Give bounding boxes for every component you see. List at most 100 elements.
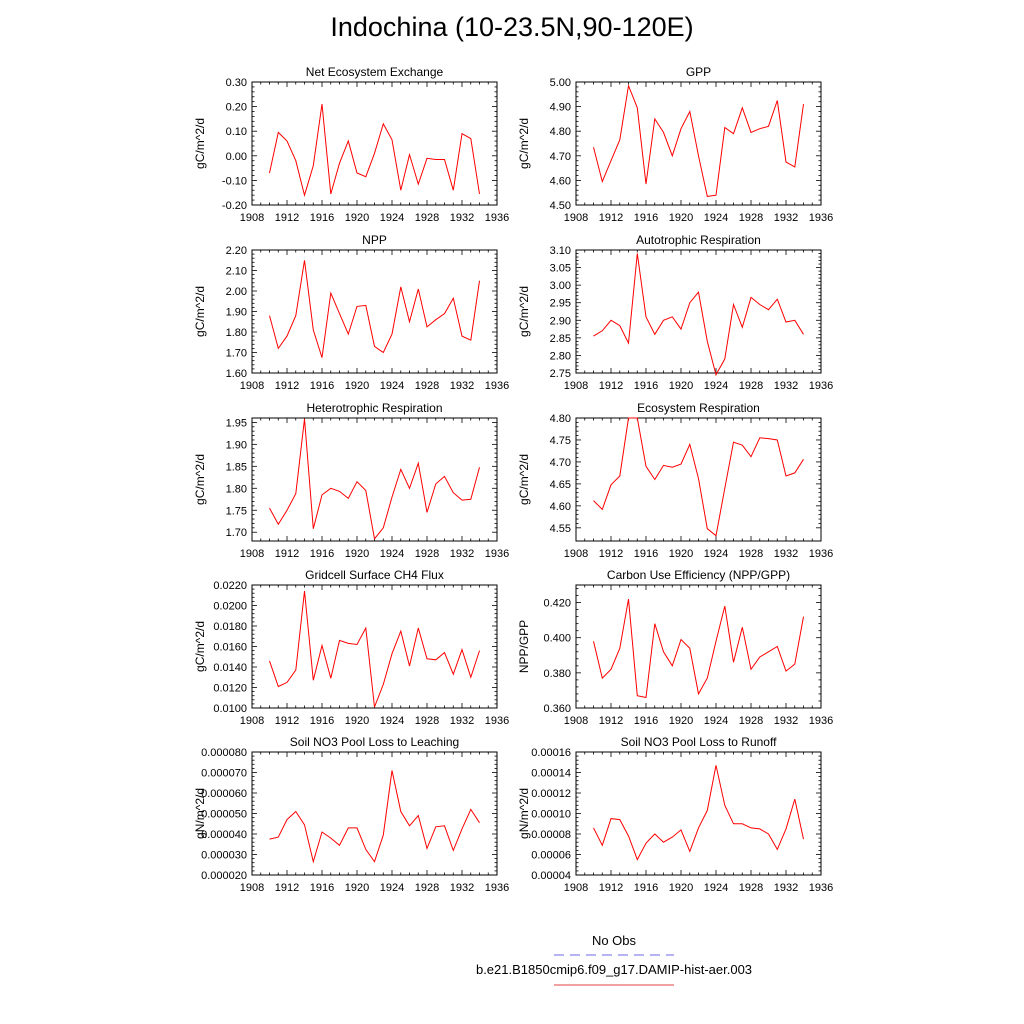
panel-carbon-use-efficiency-npp-gpp-ytick-label: 0.380	[543, 668, 571, 680]
panel-gridcell-surface-ch4-flux-frame	[251, 584, 498, 709]
panel-net-ecosystem-exchange-xtick-label: 1924	[380, 212, 404, 224]
panel-heterotrophic-respiration-ytick-label: 1.85	[226, 461, 247, 473]
panel-soil-no3-pool-loss-to-runoff-ytick-label: 0.00012	[531, 788, 571, 800]
panel-carbon-use-efficiency-npp-gpp-xtick-label: 1928	[739, 715, 763, 727]
panel-npp-xtick-label: 1928	[415, 380, 439, 392]
panel-net-ecosystem-exchange-ytick-label: -0.20	[222, 200, 247, 212]
panel-carbon-use-efficiency-npp-gpp-ytick-label: 0.400	[543, 633, 571, 645]
panel-soil-no3-pool-loss-to-runoff-xtick-label: 1924	[704, 882, 728, 894]
panel-heterotrophic-respiration-xtick-label: 1928	[415, 548, 439, 560]
panel-net-ecosystem-exchange-ytick-label: 0.10	[226, 126, 247, 138]
panel-ecosystem-respiration-xtick-label: 1916	[634, 548, 658, 560]
panel-soil-no3-pool-loss-to-runoff-xtick-label: 1920	[669, 882, 693, 894]
panel-ecosystem-respiration-ytick-label: 4.65	[550, 479, 571, 491]
panel-carbon-use-efficiency-npp-gpp-ytick-label: 0.420	[543, 598, 571, 610]
panel-gridcell-surface-ch4-flux-ytick-label: 0.0160	[213, 642, 247, 654]
panel-gpp-ytick-label: 4.90	[550, 102, 571, 114]
panel-soil-no3-pool-loss-to-leaching-frame	[251, 751, 498, 876]
panel-gridcell-surface-ch4-flux-xtick-label: 1936	[485, 715, 509, 727]
panel-gridcell-surface-ch4-flux-xtick-label: 1928	[415, 715, 439, 727]
panel-soil-no3-pool-loss-to-leaching-xtick-label: 1936	[485, 882, 509, 894]
panel-heterotrophic-respiration-frame	[251, 417, 498, 542]
panel-carbon-use-efficiency-npp-gpp: Carbon Use Efficiency (NPP/GPP) NPP/GPP 19…	[517, 568, 833, 727]
panel-gridcell-surface-ch4-flux-xtick-label: 1908	[240, 715, 264, 727]
panel-npp: NPP gC/m^2/d 1908 1912 1916 1920 1924 1928 1932 1…	[193, 233, 509, 392]
panel-gpp-xtick-label: 1932	[774, 212, 798, 224]
panel-heterotrophic-respiration-ylabel: gC/m^2/d	[193, 454, 207, 505]
panel-soil-no3-pool-loss-to-runoff-xtick-label: 1916	[634, 882, 658, 894]
panel-net-ecosystem-exchange-ytick-label: 0.00	[226, 151, 247, 163]
panel-gridcell-surface-ch4-flux-ytick-label: 0.0180	[213, 621, 247, 633]
panel-net-ecosystem-exchange-ylabel: gC/m^2/d	[193, 118, 207, 169]
panel-autotrophic-respiration-ytick-label: 3.05	[550, 263, 571, 275]
panel-autotrophic-respiration-xtick-label: 1916	[634, 380, 658, 392]
panel-npp-series-line	[269, 260, 480, 358]
panel-ecosystem-respiration-ytick-label: 4.60	[550, 501, 571, 513]
panel-gridcell-surface-ch4-flux-xtick-label: 1932	[450, 715, 474, 727]
panel-soil-no3-pool-loss-to-leaching-xtick-label: 1912	[275, 882, 299, 894]
panel-heterotrophic-respiration-ytick-label: 1.95	[226, 417, 247, 429]
panel-autotrophic-respiration-ytick-label: 2.90	[550, 315, 571, 327]
panel-soil-no3-pool-loss-to-leaching-ytick-label: 0.000080	[201, 747, 247, 759]
panel-carbon-use-efficiency-npp-gpp-frame	[575, 584, 822, 709]
panel-npp-frame	[251, 249, 498, 374]
panel-ecosystem-respiration-ytick-label: 4.55	[550, 523, 571, 535]
panel-gridcell-surface-ch4-flux-ylabel: gC/m^2/d	[193, 621, 207, 672]
panel-ecosystem-respiration-xtick-label: 1932	[774, 548, 798, 560]
panel-net-ecosystem-exchange-xtick-label: 1912	[275, 212, 299, 224]
panel-soil-no3-pool-loss-to-leaching-ytick-label: 0.000040	[201, 829, 247, 841]
panel-gpp-ytick-label: 4.80	[550, 126, 571, 138]
panel-net-ecosystem-exchange-xtick-label: 1928	[415, 212, 439, 224]
panel-heterotrophic-respiration-ytick-label: 1.90	[226, 439, 247, 451]
panel-soil-no3-pool-loss-to-runoff-ytick-label: 0.00004	[531, 870, 571, 882]
panel-carbon-use-efficiency-npp-gpp-xtick-label: 1936	[809, 715, 833, 727]
panel-heterotrophic-respiration-ytick-label: 1.75	[226, 505, 247, 517]
panel-soil-no3-pool-loss-to-leaching-ytick-label: 0.000070	[201, 768, 247, 780]
panel-gridcell-surface-ch4-flux-ytick-label: 0.0220	[213, 580, 247, 592]
panel-npp-ytick-label: 1.60	[226, 368, 247, 380]
panel-npp-xtick-label: 1908	[240, 380, 264, 392]
panel-gridcell-surface-ch4-flux-xtick-label: 1916	[310, 715, 334, 727]
panel-autotrophic-respiration-series-line	[593, 253, 804, 377]
panel-heterotrophic-respiration-xtick-label: 1908	[240, 548, 264, 560]
panel-soil-no3-pool-loss-to-runoff-xtick-label: 1928	[739, 882, 763, 894]
panel-carbon-use-efficiency-npp-gpp-xtick-label: 1924	[704, 715, 728, 727]
panel-heterotrophic-respiration-xtick-label: 1920	[345, 548, 369, 560]
panel-carbon-use-efficiency-npp-gpp-xtick-label: 1932	[774, 715, 798, 727]
panel-npp-xtick-label: 1916	[310, 380, 334, 392]
panel-ecosystem-respiration-ylabel: gC/m^2/d	[517, 454, 531, 505]
panel-soil-no3-pool-loss-to-leaching-xtick-label: 1920	[345, 882, 369, 894]
panel-net-ecosystem-exchange-xtick-label: 1936	[485, 212, 509, 224]
panel-gpp-xtick-label: 1908	[564, 212, 588, 224]
panel-ecosystem-respiration-xtick-label: 1936	[809, 548, 833, 560]
panel-npp-xtick-label: 1920	[345, 380, 369, 392]
panel-net-ecosystem-exchange-series-line	[269, 104, 480, 198]
panel-autotrophic-respiration-title: Autotrophic Respiration	[636, 233, 761, 247]
panel-heterotrophic-respiration-xtick-label: 1932	[450, 548, 474, 560]
panel-autotrophic-respiration-xtick-label: 1912	[599, 380, 623, 392]
panel-soil-no3-pool-loss-to-runoff-ytick-label: 0.00014	[531, 768, 571, 780]
panel-heterotrophic-respiration-ytick-label: 1.70	[226, 527, 247, 539]
panel-autotrophic-respiration-ylabel: gC/m^2/d	[517, 286, 531, 337]
panel-soil-no3-pool-loss-to-leaching-series-line	[269, 770, 480, 864]
panel-gpp-ytick-label: 4.60	[550, 175, 571, 187]
panel-ecosystem-respiration-xtick-label: 1920	[669, 548, 693, 560]
panel-autotrophic-respiration-xtick-label: 1928	[739, 380, 763, 392]
panel-net-ecosystem-exchange-xtick-label: 1932	[450, 212, 474, 224]
panel-soil-no3-pool-loss-to-runoff-ylabel: gN/m^2/d	[517, 788, 531, 839]
legend-label-model-run: b.e21.B1850cmip6.f09_g17.DAMIP-hist-aer.…	[475, 962, 753, 977]
panel-npp-ytick-label: 2.20	[226, 245, 247, 257]
panel-npp-xtick-label: 1932	[450, 380, 474, 392]
panel-soil-no3-pool-loss-to-leaching-xtick-label: 1916	[310, 882, 334, 894]
panel-heterotrophic-respiration-title: Heterotrophic Respiration	[306, 401, 442, 415]
panel-npp-ytick-label: 1.80	[226, 327, 247, 339]
panel-carbon-use-efficiency-npp-gpp-ytick-label: 0.360	[543, 703, 571, 715]
panel-net-ecosystem-exchange: Net Ecosystem Exchange gC/m^2/d 1908 1912 19…	[193, 65, 509, 224]
panel-autotrophic-respiration: Autotrophic Respiration gC/m^2/d 1908 1912 1…	[517, 233, 833, 392]
panel-gridcell-surface-ch4-flux-xtick-label: 1920	[345, 715, 369, 727]
panel-ecosystem-respiration-ytick-label: 4.75	[550, 435, 571, 447]
panel-soil-no3-pool-loss-to-leaching-xtick-label: 1908	[240, 882, 264, 894]
panel-carbon-use-efficiency-npp-gpp-title: Carbon Use Efficiency (NPP/GPP)	[607, 568, 790, 582]
panel-npp-xtick-label: 1936	[485, 380, 509, 392]
panel-soil-no3-pool-loss-to-runoff: Soil NO3 Pool Loss to Runoff gN/m^2/d 1908…	[517, 735, 833, 894]
